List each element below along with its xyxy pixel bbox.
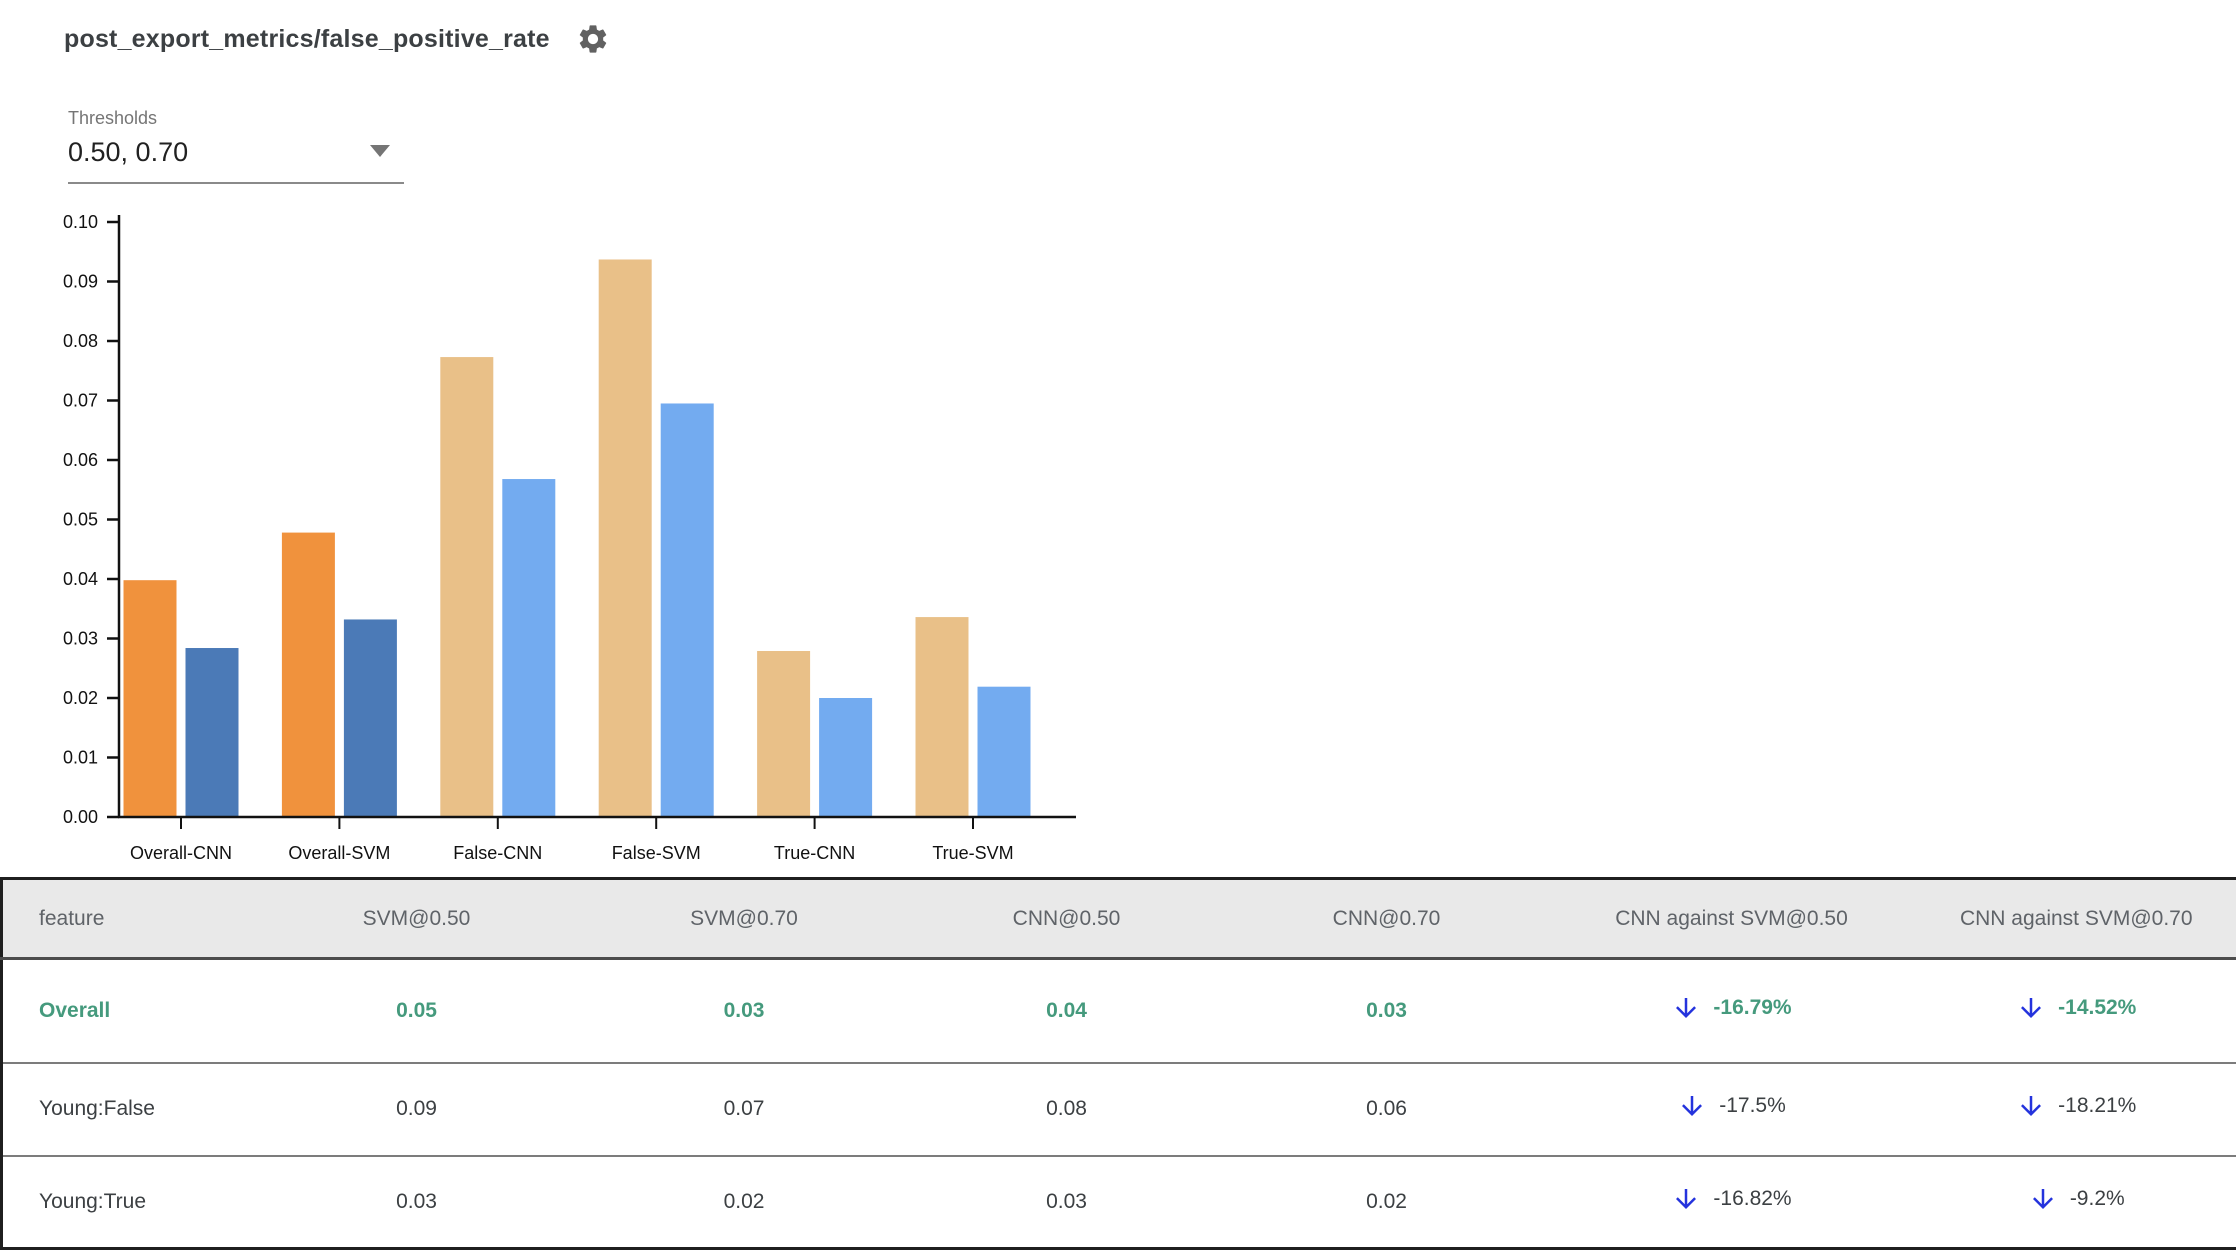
y-axis-tick-label: 0.03 [63, 629, 98, 649]
page-title: post_export_metrics/false_positive_rate [64, 24, 550, 53]
table-row-overall: Overall 0.05 0.03 0.04 0.03 -16.79% -14.52% [1, 958, 2236, 1063]
panel-header: post_export_metrics/false_positive_rate [64, 22, 610, 56]
column-header-svm-0-70[interactable]: SVM@0.70 [690, 906, 798, 930]
delta-cell: -16.82% [1547, 1156, 1917, 1249]
y-axis-tick-label: 0.10 [63, 212, 98, 232]
value-cell: 0.03 [396, 1189, 437, 1213]
x-axis-label: Overall-SVM [288, 843, 390, 863]
bar-Overall-SVM-threshold@0.50[interactable] [281, 532, 335, 817]
y-axis-tick-label: 0.09 [63, 272, 98, 292]
thresholds-label: Thresholds [68, 108, 158, 128]
bar-False-CNN-threshold@0.70[interactable] [502, 479, 556, 817]
value-cell: 0.03 [723, 998, 765, 1022]
bar-True-CNN-threshold@0.70[interactable] [819, 698, 873, 817]
delta-cell: -14.52% [1917, 959, 2236, 1063]
arrow-down-icon [1676, 1188, 1697, 1209]
delta-down: -16.79% [1671, 993, 1792, 1023]
value-cell: 0.02 [1366, 1189, 1407, 1213]
delta-text: -9.2% [2069, 1186, 2125, 1210]
column-header-svm-0-50[interactable]: SVM@0.50 [362, 906, 471, 930]
bar-False-SVM-threshold@0.70[interactable] [660, 403, 714, 817]
bar-True-CNN-threshold@0.50[interactable] [757, 650, 811, 817]
value-cell: 0.03 [1366, 998, 1407, 1022]
delta-cell: -9.2% [1917, 1156, 2236, 1249]
thresholds-value: 0.50, 0.70 [68, 137, 189, 167]
arrow-down-icon [1676, 997, 1697, 1018]
delta-cell: -17.5% [1547, 1063, 1917, 1156]
feature-cell: Overall [39, 998, 111, 1022]
bar-False-SVM-threshold@0.50[interactable] [598, 259, 652, 817]
delta-down: -17.5% [1677, 1091, 1786, 1121]
column-header-cnn-against-svm-0-50[interactable]: CNN against SVM@0.50 [1615, 906, 1848, 930]
bar-True-SVM-threshold@0.70[interactable] [977, 686, 1031, 817]
value-cell: 0.09 [396, 1097, 437, 1120]
column-header-feature[interactable]: feature [39, 906, 105, 930]
bar-False-CNN-threshold@0.50[interactable] [440, 357, 494, 817]
y-axis-tick-label: 0.00 [63, 807, 98, 827]
table-body: Overall 0.05 0.03 0.04 0.03 -16.79% -14.52% You… [1, 958, 2236, 1249]
value-cell: 0.06 [1366, 1097, 1407, 1120]
delta-text: -17.5% [1719, 1094, 1786, 1117]
y-axis-tick-label: 0.08 [63, 331, 98, 351]
delta-down: -16.82% [1671, 1184, 1792, 1214]
thresholds-select[interactable]: Thresholds 0.50, 0.70 [68, 108, 404, 184]
table-row-young-false: Young:False 0.09 0.07 0.08 0.06 -17.5% -18.21% [1, 1062, 2236, 1156]
arrow-down-icon [2021, 997, 2042, 1018]
table-header-row: feature SVM@0.50 SVM@0.70 CNN@0.50 CNN@0.70 C… [1, 878, 2236, 959]
x-axis-label: Overall-CNN [130, 843, 232, 863]
x-axis-label: False-SVM [612, 843, 701, 863]
bar-Overall-CNN-threshold@0.50[interactable] [123, 580, 177, 817]
thresholds-value-row[interactable]: 0.50, 0.70 [68, 137, 404, 184]
y-axis-tick-label: 0.05 [63, 510, 98, 530]
value-cell: 0.08 [1046, 1097, 1087, 1120]
column-header-cnn-0-70[interactable]: CNN@0.70 [1332, 906, 1441, 930]
y-axis-tick-label: 0.02 [63, 688, 98, 708]
x-axis-label: True-CNN [774, 843, 855, 863]
value-cell: 0.02 [723, 1189, 765, 1213]
column-header-cnn-against-svm-0-70[interactable]: CNN against SVM@0.70 [1959, 906, 2193, 930]
x-axis-label: False-CNN [453, 843, 542, 863]
column-header-cnn-0-50[interactable]: CNN@0.50 [1012, 906, 1121, 930]
delta-text: -16.79% [1713, 995, 1792, 1019]
value-cell: 0.03 [1046, 1189, 1087, 1213]
table-row-young-true: Young:True 0.03 0.02 0.03 0.02 -16.82% -9.2% [1, 1155, 2236, 1249]
bar-True-SVM-threshold@0.50[interactable] [915, 617, 969, 817]
bar-Overall-SVM-threshold@0.70[interactable] [343, 619, 397, 817]
chevron-down-icon [370, 145, 390, 157]
delta-text: -18.21% [2058, 1094, 2137, 1117]
x-axis-label: True-SVM [932, 843, 1013, 863]
y-axis-tick-label: 0.06 [63, 450, 98, 470]
feature-cell: Young:False [39, 1097, 155, 1120]
delta-text: -16.82% [1713, 1186, 1792, 1210]
arrow-down-icon [2021, 1096, 2042, 1116]
delta-down: -14.52% [2016, 993, 2136, 1023]
bar-chart: 0.00 0.01 0.02 0.03 0.04 0.05 0.06 0.07 0.08 0.09… [63, 212, 1076, 863]
y-axis-tick-label: 0.04 [63, 569, 98, 589]
metrics-table: feature SVM@0.50 SVM@0.70 CNN@0.50 CNN@0.70 C… [0, 877, 2236, 1250]
bar-Overall-CNN-threshold@0.70[interactable] [185, 648, 239, 817]
delta-cell: -18.21% [1917, 1063, 2236, 1156]
arrow-down-icon [1682, 1096, 1703, 1116]
delta-down: -9.2% [2028, 1184, 2125, 1214]
delta-down: -18.21% [2016, 1091, 2136, 1121]
feature-cell: Young:True [39, 1189, 147, 1213]
y-axis-tick-label: 0.07 [63, 391, 98, 411]
value-cell: 0.04 [1046, 998, 1087, 1022]
value-cell: 0.07 [723, 1097, 765, 1120]
delta-cell: -16.79% [1547, 959, 1917, 1063]
value-cell: 0.05 [396, 998, 437, 1022]
arrow-down-icon [2032, 1188, 2053, 1209]
delta-text: -14.52% [2058, 995, 2137, 1019]
gear-icon[interactable] [576, 22, 610, 56]
y-axis-tick-label: 0.01 [63, 748, 98, 768]
